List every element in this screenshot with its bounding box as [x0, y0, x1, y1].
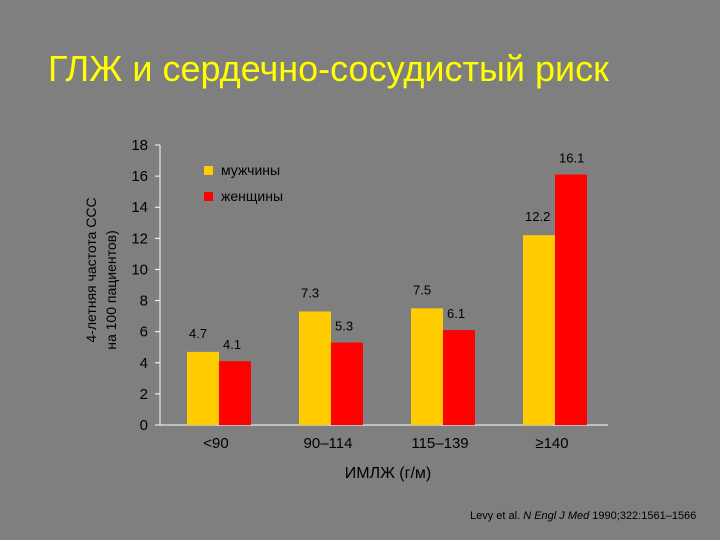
bar-women [555, 174, 587, 425]
y-axis-label-line1: 4-летняя частота ССС [83, 197, 99, 342]
x-tick-label: 90–114 [304, 435, 353, 452]
bar-women [443, 330, 475, 425]
data-label: 7.3 [301, 285, 319, 300]
data-label: 5.3 [335, 319, 353, 334]
citation-details: 1990;322:1561–1566 [592, 510, 697, 522]
citation-authors: Levy et al. [470, 510, 521, 522]
data-label: 12.2 [525, 209, 550, 224]
x-tick-label: ≥140 [535, 435, 568, 452]
y-tick-label: 4 [140, 355, 148, 372]
bar-men [299, 311, 331, 425]
data-label: 4.7 [189, 326, 207, 341]
y-tick-label: 2 [140, 386, 148, 403]
legend-label: женщины [221, 188, 283, 204]
data-label: 4.1 [223, 337, 241, 352]
y-axis: 0 2 4 6 8 10 12 14 16 18 [131, 137, 608, 434]
y-tick-label: 16 [131, 168, 148, 185]
bar-men [187, 351, 219, 425]
y-tick-label: 14 [131, 199, 148, 216]
x-axis-ticks: <90 90–114 115–139 ≥140 [203, 435, 568, 452]
bar-women [219, 361, 251, 425]
y-tick-label: 0 [140, 417, 148, 434]
citation: Levy et al. N Engl J Med 1990;322:1561–1… [470, 510, 696, 522]
y-tick-label: 6 [140, 324, 148, 341]
y-tick-label: 8 [140, 293, 148, 310]
legend-swatch [204, 166, 213, 175]
page-title: ГЛЖ и сердечно-сосудистый риск [48, 48, 609, 89]
legend-swatch [204, 192, 213, 201]
y-axis-label-line2: на 100 пациентов) [103, 230, 119, 350]
x-tick-label: <90 [203, 435, 228, 452]
citation-journal: N Engl J Med [523, 510, 590, 522]
data-label: 7.5 [413, 282, 431, 297]
y-tick-label: 12 [131, 230, 148, 247]
y-tick-label: 18 [131, 137, 148, 154]
legend: мужчины женщины [204, 162, 283, 204]
bar-men [523, 235, 555, 425]
legend-label: мужчины [221, 162, 280, 178]
x-axis-label: ИМЛЖ (г/м) [345, 465, 431, 482]
bar-men [411, 308, 443, 425]
data-label: 6.1 [447, 306, 465, 321]
x-tick-label: 115–139 [411, 435, 468, 452]
data-label: 16.1 [559, 151, 584, 166]
y-tick-label: 10 [131, 261, 148, 278]
bars [187, 174, 587, 425]
bar-women [331, 342, 363, 425]
data-labels: 4.7 4.1 7.3 5.3 7.5 6.1 12.2 16.1 [189, 151, 584, 353]
